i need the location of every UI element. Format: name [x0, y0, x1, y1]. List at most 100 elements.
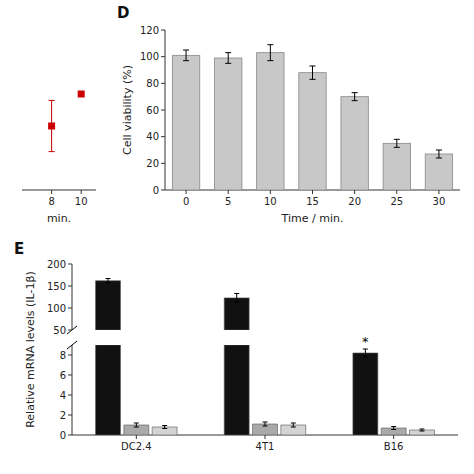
panel-e: 0 2 4 6 8 50 100 150 200 DC2.4 4T1 B16 * Relative mRN…: [14, 240, 458, 452]
y-tick-label: 150: [47, 281, 66, 292]
plot-area: [48, 91, 85, 152]
x-tick-label: 15: [306, 196, 319, 207]
point: [48, 123, 55, 130]
panel-d: 0 20 40 60 80 100 120 0 5 10 15 20 25 30 Time / min. Ce…: [117, 4, 460, 225]
y-tick-label: 2: [60, 410, 66, 421]
bar: [410, 430, 435, 435]
bar: [353, 353, 378, 435]
x-tick-label: 25: [390, 196, 403, 207]
bar: [383, 143, 410, 190]
y-tick: [161, 163, 165, 164]
error-bar: [106, 279, 111, 283]
x-tick: [393, 435, 394, 439]
error-bar: [394, 139, 400, 147]
y-tick: [68, 435, 72, 436]
x-tick-label: 4T1: [256, 441, 275, 452]
error-bar: [263, 422, 268, 426]
bar: [172, 55, 199, 190]
y-tick-label: 120: [140, 25, 159, 36]
y-tick: [161, 136, 165, 137]
error-bar: [162, 426, 167, 429]
y-tick-label: 50: [53, 325, 66, 336]
y-tick-label: 200: [47, 259, 66, 270]
x-tick: [354, 190, 355, 194]
x-tick-label: B16: [384, 441, 404, 452]
x-tick-label: 30: [433, 196, 446, 207]
error-bar: [391, 427, 396, 430]
axis-break: [67, 326, 77, 349]
y-axis-line: [72, 264, 73, 330]
y-tick-label: 4: [60, 390, 66, 401]
point: [78, 91, 85, 98]
y-tick: [68, 308, 72, 309]
y-tick: [161, 83, 165, 84]
x-tick-label: 5: [225, 196, 231, 207]
x-tick-label: 20: [348, 196, 361, 207]
error-bar: [225, 53, 231, 64]
y-tick-label: 100: [140, 51, 159, 62]
y-tick: [161, 30, 165, 31]
y-axis-label: Relative mRNA levels (IL-1β): [24, 271, 37, 428]
x-axis-label: Time / min.: [281, 212, 344, 225]
x-tick-label: 8: [48, 196, 54, 207]
x-tick: [270, 190, 271, 194]
y-tick-label: 0: [153, 185, 159, 196]
x-tick-label: 0: [183, 196, 189, 207]
bar: [96, 281, 121, 435]
y-tick-label: 80: [146, 78, 159, 89]
x-tick-label: 10: [264, 196, 277, 207]
error-bar: [134, 423, 139, 427]
figure: 810min.020406080100120051015202530Time /…: [0, 0, 474, 474]
x-tick: [265, 435, 266, 439]
error-bar: [363, 349, 368, 357]
x-tick: [51, 190, 52, 194]
y-axis-label: Cell viability (%): [121, 65, 134, 155]
error-bar: [436, 150, 442, 158]
bar: [299, 73, 326, 190]
y-tick: [68, 286, 72, 287]
error-bar: [49, 100, 55, 151]
x-axis-label: min.: [47, 212, 71, 225]
y-tick: [68, 415, 72, 416]
error-bar: [310, 66, 316, 79]
error-bar: [183, 50, 189, 61]
x-tick: [136, 435, 137, 439]
plot-area: [172, 45, 452, 190]
y-tick-label: 40: [146, 131, 159, 142]
y-tick-label: 20: [146, 158, 159, 169]
x-tick: [312, 190, 313, 194]
panel-c: 8 10 min.: [22, 91, 96, 226]
x-axis-line: [22, 190, 96, 191]
y-tick-label: 8: [60, 350, 66, 361]
y-axis-line: [72, 345, 73, 435]
y-tick-label: 60: [146, 105, 159, 116]
y-tick: [68, 355, 72, 356]
y-tick: [161, 56, 165, 57]
panel-label: D: [117, 4, 129, 22]
bar: [425, 154, 452, 190]
x-tick: [186, 190, 187, 194]
error-bar: [419, 429, 424, 431]
x-tick: [81, 190, 82, 194]
bar: [257, 53, 284, 190]
bar: [215, 58, 242, 190]
bar: [224, 298, 249, 435]
panel-label: E: [14, 240, 24, 258]
y-tick: [161, 190, 165, 191]
x-tick: [438, 190, 439, 194]
y-tick-label: 6: [60, 370, 66, 381]
y-tick: [68, 395, 72, 396]
error-bar: [234, 293, 239, 302]
plot-area: [96, 279, 435, 435]
error-bar: [352, 93, 358, 101]
y-tick: [161, 110, 165, 111]
y-tick: [68, 264, 72, 265]
error-bar: [267, 45, 273, 61]
y-tick-label: 100: [47, 303, 66, 314]
x-tick-label: DC2.4: [121, 441, 152, 452]
x-tick-label: 10: [75, 196, 88, 207]
y-tick-label: 0: [60, 430, 66, 441]
annotation: *: [362, 334, 369, 349]
y-tick: [68, 375, 72, 376]
x-tick: [396, 190, 397, 194]
